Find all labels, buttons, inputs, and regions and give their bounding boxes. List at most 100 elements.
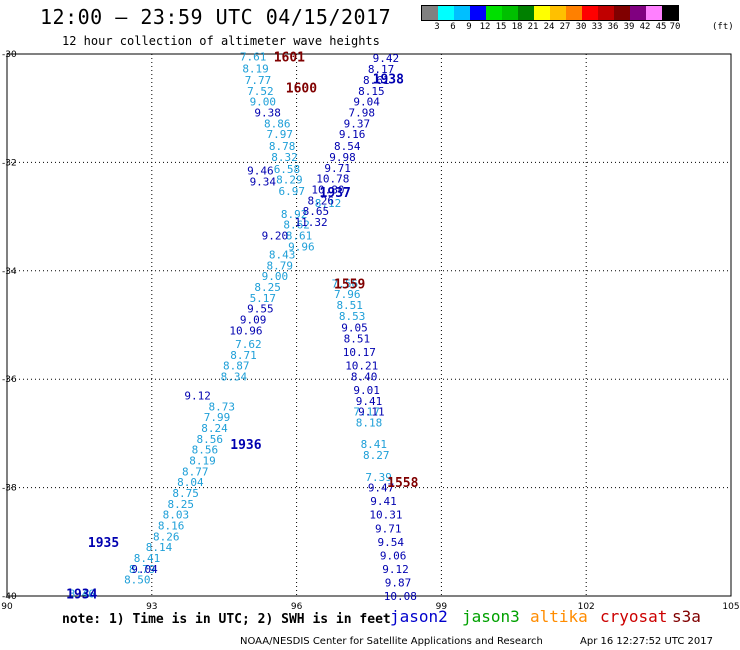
swh-value-label: 8.17 bbox=[368, 63, 395, 76]
legend-swatch bbox=[470, 6, 486, 20]
legend-tick-label: 15 bbox=[495, 22, 507, 32]
legend-swatch bbox=[662, 6, 678, 20]
legend-jason3: jason3 bbox=[462, 607, 520, 626]
swh-value-label: 9.00 bbox=[262, 270, 289, 283]
swh-value-label: 8.34 bbox=[221, 370, 248, 383]
swh-value-label: 8.51 bbox=[344, 333, 371, 346]
legend-tick-label: 39 bbox=[623, 22, 635, 32]
x-tick-label: 93 bbox=[146, 602, 157, 612]
swh-value-label: 9.71 bbox=[375, 522, 402, 535]
swh-value-label: 8.26 bbox=[307, 194, 334, 207]
legend-swatch bbox=[646, 6, 662, 20]
swh-value-label: 8.79 bbox=[129, 563, 156, 576]
swh-value-label: 7.98 bbox=[349, 107, 376, 120]
y-tick-label: -30 bbox=[2, 50, 17, 60]
x-tick-label: 90 bbox=[1, 602, 13, 612]
swh-value-label: 8.03 bbox=[163, 509, 190, 522]
swh-value-label: 8.54 bbox=[334, 140, 361, 153]
y-tick-label: -34 bbox=[2, 267, 17, 277]
legend-swatch bbox=[502, 6, 518, 20]
swh-value-label: 8.79 bbox=[266, 259, 293, 272]
swh-value-label: 8.56 bbox=[196, 433, 223, 446]
swh-value-label: 8.32 bbox=[271, 151, 298, 164]
y-tick-label: -40 bbox=[2, 592, 17, 602]
swh-value-label: 8.65 bbox=[303, 205, 330, 218]
swh-value-label: 8.92 bbox=[281, 208, 308, 221]
swh-value-label: 10.80 bbox=[311, 184, 344, 197]
legend-tick-label: 45 bbox=[655, 22, 667, 32]
pass-time-label: 1935 bbox=[88, 536, 119, 551]
swh-value-label: 7.39 bbox=[365, 471, 392, 484]
swh-value-label: 9.09 bbox=[240, 314, 267, 327]
swh-value-label: 9.41 bbox=[370, 495, 397, 508]
legend-jason2: jason2 bbox=[390, 607, 448, 626]
legend-tick-label: 18 bbox=[511, 22, 523, 32]
legend-swatch bbox=[614, 6, 630, 20]
swh-value-label: 8.75 bbox=[172, 487, 199, 500]
swh-value-label: 8.25 bbox=[168, 498, 195, 511]
legend-altika: altika bbox=[530, 607, 588, 626]
legend-swatch bbox=[454, 6, 470, 20]
swh-value-label: 8.14 bbox=[146, 541, 173, 554]
y-tick-label: -38 bbox=[2, 484, 17, 494]
swh-value-label: 9.04 bbox=[131, 563, 158, 576]
swh-value-label: 9.42 bbox=[373, 52, 400, 65]
legend-swatch bbox=[518, 6, 534, 20]
swh-value-label: 8.19 bbox=[242, 63, 269, 76]
x-tick-label: 99 bbox=[436, 602, 448, 612]
swh-value-label: 8.41 bbox=[134, 552, 161, 565]
swh-value-label: 8.61 bbox=[363, 74, 390, 87]
legend-swatch bbox=[438, 6, 454, 20]
swh-value-label: 9.00 bbox=[250, 96, 277, 109]
legend-cryosat: cryosat bbox=[600, 607, 668, 626]
legend-swatch bbox=[422, 6, 438, 20]
swh-value-label: 9.12 bbox=[382, 563, 409, 576]
swh-value-label: 7.62 bbox=[235, 338, 262, 351]
chart-subtitle: 12 hour collection of altimeter wave hei… bbox=[62, 34, 380, 48]
swh-value-label: 8.78 bbox=[269, 140, 296, 153]
swh-value-label: 10.21 bbox=[345, 360, 378, 373]
swh-value-label: 9.96 bbox=[288, 240, 315, 253]
swh-value-label: 9.34 bbox=[250, 175, 277, 188]
swh-value-label: 7.61 bbox=[240, 51, 267, 64]
x-tick-label: 96 bbox=[291, 602, 303, 612]
swh-value-label: 9.55 bbox=[247, 303, 274, 316]
swh-value-label: 9.05 bbox=[341, 322, 368, 335]
swh-value-label: 9.06 bbox=[380, 549, 407, 562]
swh-value-label: 8.12 bbox=[315, 197, 342, 210]
legend-swatch bbox=[550, 6, 566, 20]
x-tick-label: 102 bbox=[578, 602, 595, 612]
pass-time-label: 1937 bbox=[320, 186, 351, 201]
swh-value-label: 9.12 bbox=[184, 389, 211, 402]
swh-value-label: 9.04 bbox=[353, 96, 380, 109]
swh-value-label: 11.32 bbox=[295, 216, 328, 229]
swh-value-label: 10.17 bbox=[343, 346, 376, 359]
color-scale-unit: (ft) bbox=[712, 22, 734, 32]
swh-value-label: 8.56 bbox=[192, 444, 219, 457]
swh-value-label: 9.16 bbox=[339, 128, 366, 141]
plot-frame bbox=[6, 53, 732, 597]
swh-value-label: 8.87 bbox=[223, 360, 250, 373]
swh-value-label: 7.97 bbox=[266, 128, 293, 141]
legend-swatch bbox=[582, 6, 598, 20]
legend-s3a: s3a bbox=[672, 607, 701, 626]
x-tick-label: 105 bbox=[722, 602, 739, 612]
legend-swatch bbox=[534, 6, 550, 20]
swh-value-label: 9.47 bbox=[368, 482, 395, 495]
swh-value-label: 8.24 bbox=[201, 422, 228, 435]
swh-value-label: 9.41 bbox=[356, 395, 383, 408]
swh-value-label: 9.11 bbox=[358, 406, 385, 419]
pass-time-label: 1600 bbox=[286, 82, 317, 97]
swh-value-label: 8.62 bbox=[283, 219, 310, 232]
swh-value-label: 9.71 bbox=[324, 162, 351, 175]
swh-value-label: 8.15 bbox=[358, 85, 385, 98]
swh-value-label: 9.54 bbox=[377, 536, 404, 549]
swh-value-label: 8.04 bbox=[177, 476, 204, 489]
swh-value-label: 8.27 bbox=[363, 449, 390, 462]
swh-value-label: 7.77 bbox=[245, 74, 272, 87]
legend-tick-label: 27 bbox=[559, 22, 571, 32]
legend-swatch bbox=[486, 6, 502, 20]
swh-value-label: 8.16 bbox=[158, 520, 185, 533]
swh-value-label: 7.52 bbox=[247, 85, 274, 98]
